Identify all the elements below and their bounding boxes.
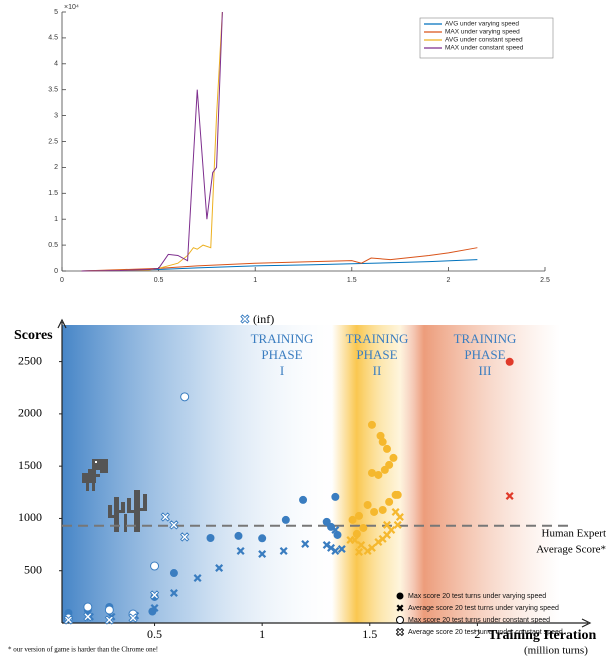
reference-label: Human Expert [542,527,606,539]
y-tick-label: 500 [24,562,42,576]
point [394,491,402,499]
figure: ×10⁴ Scores Training Iteration (million … [0,0,613,660]
point [282,516,290,524]
y-tick-label: 5 [54,9,58,16]
x-tick-label: 0 [60,277,64,284]
point [368,421,376,429]
point [355,512,363,520]
point [105,606,113,614]
annotation-marker [241,315,249,323]
point [331,493,339,501]
reference-label: Average Score* [536,543,606,555]
legend-label: AVG under varying speed [445,21,519,28]
point [385,461,393,469]
point [170,569,178,577]
point [506,358,514,366]
y-multiplier: ×10⁴ [64,4,79,11]
y-tick-label: 2500 [18,353,42,367]
y-tick-label: 2000 [18,406,42,420]
point [379,438,387,446]
legend-label: MAX under constant speed [445,45,524,52]
point [374,471,382,479]
y-tick-label: 3.5 [48,87,58,94]
x-tick-label: 2.5 [540,277,550,284]
legend-label: Max score 20 test turns under varying sp… [408,593,546,600]
point [383,445,391,453]
legend-marker [397,629,404,636]
point [207,534,215,542]
phase-label: PHASE [261,347,302,362]
y-tick-label: 2 [54,164,58,171]
point [234,532,242,540]
legend-label: Average score 20 test turns under varyin… [408,605,559,612]
legend-marker [397,593,404,600]
y-tick-label: 4 [54,61,58,68]
y-tick-label: 1000 [18,510,42,524]
point [389,454,397,462]
point [258,534,266,542]
footnote: * our version of game is harder than the… [8,646,158,654]
legend-label: MAX under varying speed [445,29,520,36]
phase-label: TRAINING [454,331,517,346]
point [299,496,307,504]
annotation-label: (inf) [253,312,274,326]
x-tick-label: 1.5 [347,277,357,284]
x-tick-label: 2 [446,277,450,284]
y-tick-label: 1.5 [48,190,58,197]
y-axis-label: Scores [14,328,53,343]
point [151,562,159,570]
y-tick-label: 1 [54,216,58,223]
legend-label: Max score 20 test turns under constant s… [408,617,550,624]
series-line [81,12,222,271]
point [84,603,92,611]
phase-label: I [280,363,284,378]
point [364,501,372,509]
x-tick-label: 1.5 [362,627,377,641]
series-line [81,248,477,271]
point [385,498,393,506]
point [379,506,387,514]
y-tick-label: 1500 [18,458,42,472]
y-tick-label: 0 [54,268,58,275]
legend-label: Average score 20 test turns under consta… [408,629,563,636]
x-tick-label: 0.5 [154,277,164,284]
point [370,508,378,516]
x-tick-label: 1 [253,277,257,284]
y-tick-label: 3 [54,112,58,119]
x-axis-sublabel: (million turns) [524,645,588,657]
x-tick-label: 0.5 [147,627,162,641]
phase-label: PHASE [464,347,505,362]
legend-marker [397,617,404,624]
legend-label: AVG under constant speed [445,37,523,44]
phase-label: III [479,363,492,378]
phase-label: PHASE [356,347,397,362]
x-tick-label: 1 [259,627,265,641]
phase-label: II [373,363,382,378]
y-tick-label: 4.5 [48,35,58,42]
phase-label: TRAINING [251,331,314,346]
phase-band [62,325,347,623]
y-tick-label: 0.5 [48,242,58,249]
y-tick-label: 2.5 [48,138,58,145]
point [359,524,367,532]
phase-label: TRAINING [346,331,409,346]
point [181,393,189,401]
